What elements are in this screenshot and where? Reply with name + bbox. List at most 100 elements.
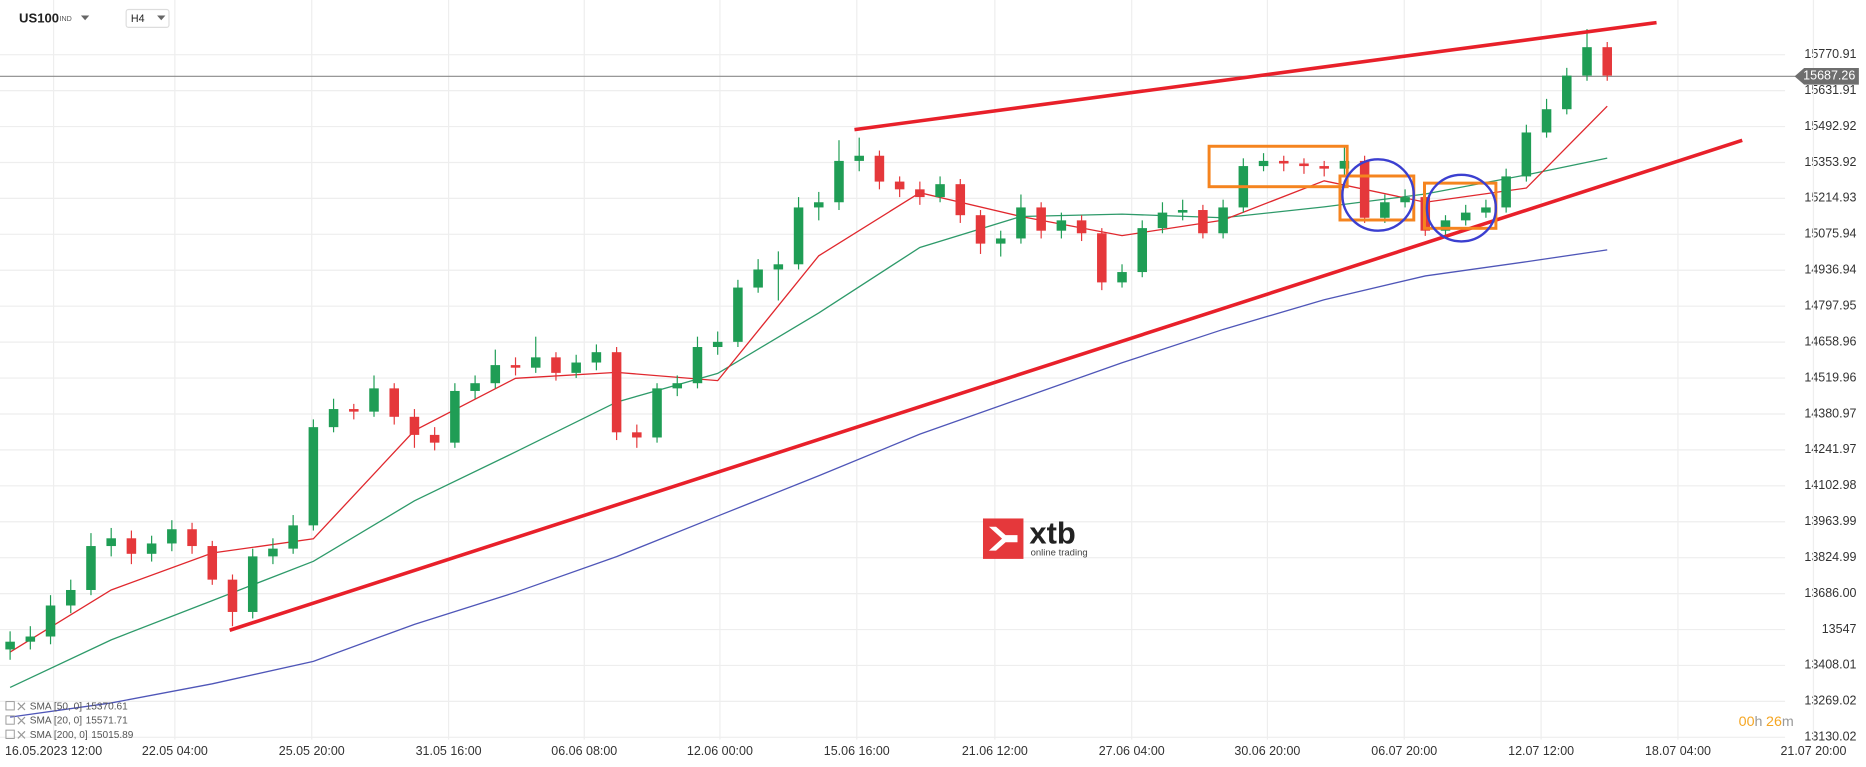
candle-body (1016, 207, 1026, 239)
x-tick-label: 15.06 16:00 (824, 744, 890, 758)
legend-name: SMA [50, 0] (30, 701, 82, 712)
candle-body (429, 434, 440, 443)
trend-line (229, 138, 1743, 632)
candle-body (1602, 47, 1612, 76)
candle-body (187, 529, 197, 547)
y-tick-label: 13547 (1822, 622, 1857, 636)
y-tick-label: 13130.02 (1804, 730, 1856, 744)
candle-body (207, 546, 218, 580)
legend-value: 15015.89 (91, 730, 134, 741)
last-price-label: 15687.26 (1803, 69, 1855, 83)
timeframe-select[interactable] (125, 8, 170, 28)
y-tick-label: 13824.99 (1804, 550, 1856, 564)
candle-body (1036, 207, 1046, 231)
countdown: 00h 26m (1739, 714, 1794, 730)
header: US100 IND H4 (19, 8, 170, 28)
candle-body (995, 238, 1006, 244)
candle-body (106, 538, 116, 547)
x-tick-label: 30.06 20:00 (1234, 744, 1300, 758)
sma-line (9, 157, 1608, 689)
candle-body (1521, 132, 1532, 177)
candle-body (288, 525, 298, 549)
candle-body (530, 357, 541, 368)
dropdown-caret[interactable] (157, 15, 166, 21)
legend: SMA [50, 0] 15370.61 SMA [20, 0] 15571.71 SM… (5, 701, 134, 741)
trend-line (854, 20, 1657, 132)
candle-body (25, 636, 36, 642)
x-tick-label: 06.06 08:00 (551, 744, 617, 758)
candle-body (1501, 176, 1511, 208)
candle-body (551, 357, 561, 373)
candle-body (1137, 228, 1148, 273)
y-tick-label: 13686.00 (1804, 586, 1856, 600)
candle-body (814, 202, 824, 208)
range-box (1207, 144, 1349, 189)
candle-body (652, 388, 662, 438)
legend-icon[interactable] (5, 701, 15, 711)
candle-body (611, 352, 622, 433)
candle-body (409, 416, 420, 435)
candle-body (834, 160, 844, 203)
candle-body (268, 548, 278, 557)
candle-body (1177, 210, 1188, 213)
candle-body (308, 427, 319, 526)
y-tick-label: 14380.97 (1804, 406, 1856, 420)
candle-body (167, 529, 177, 544)
candle-body (894, 181, 905, 190)
candle-body (773, 264, 784, 270)
candle-body (1278, 160, 1289, 164)
y-tick-label: 14658.96 (1804, 334, 1856, 348)
candle-body (450, 390, 460, 443)
y-tick-label: 14936.94 (1804, 263, 1856, 277)
y-tick-label: 13269.02 (1804, 694, 1856, 708)
candle-body (733, 287, 743, 342)
x-tick-label: 21.07 20:00 (1780, 744, 1846, 758)
legend-entry: SMA [20, 0] 15571.71 (30, 715, 128, 726)
x-tick-label: 16.05.2023 12:00 (5, 744, 102, 758)
candle-body (1440, 220, 1451, 231)
annotations (229, 20, 1743, 632)
y-tick-label: 14519.96 (1804, 370, 1856, 384)
y-tick-label: 15631.91 (1804, 83, 1856, 97)
candle-body (1541, 109, 1552, 133)
candle-body (1218, 207, 1228, 234)
dropdown-caret[interactable] (80, 15, 90, 21)
candle-body (712, 341, 723, 348)
candle-body (935, 184, 945, 198)
candle-body (753, 269, 763, 288)
legend-value: 15370.61 (86, 701, 129, 712)
last-price-tag (1794, 67, 1859, 85)
candle-body (1097, 233, 1107, 283)
candle-body (1380, 202, 1390, 218)
y-tick-label: 15214.93 (1804, 191, 1856, 205)
candle-body (146, 543, 157, 554)
candle-body (45, 605, 56, 637)
candle-body (86, 546, 96, 590)
symbol[interactable]: US100 (19, 10, 59, 25)
candle-body (1056, 220, 1067, 231)
x-tick-label: 22.05 04:00 (142, 744, 208, 758)
legend-close[interactable] (17, 716, 26, 725)
x-tick-label: 12.07 12:00 (1508, 744, 1574, 758)
logo: xtb online trading (982, 515, 1088, 559)
candle-body (126, 538, 137, 554)
y-tick-label: 13408.01 (1804, 658, 1856, 672)
countdown-hours: 00 (1739, 714, 1755, 730)
legend-value: 15571.71 (86, 715, 129, 726)
legend-close[interactable] (17, 730, 26, 739)
candle-body (692, 347, 703, 384)
sma-line (10, 249, 1608, 718)
candle-body (672, 383, 683, 389)
legend-entry: SMA [200, 0] 15015.89 (30, 730, 134, 741)
legend-icon[interactable] (5, 715, 15, 725)
candle-body (1198, 210, 1208, 234)
y-tick-label: 15492.92 (1804, 119, 1856, 133)
candle-body (1562, 75, 1572, 110)
x-tick-label: 25.05 20:00 (279, 744, 345, 758)
candle-body (5, 641, 15, 650)
candle-body (389, 388, 399, 417)
legend-icon[interactable] (5, 729, 15, 739)
candle-body (975, 215, 986, 244)
legend-close[interactable] (17, 702, 26, 711)
